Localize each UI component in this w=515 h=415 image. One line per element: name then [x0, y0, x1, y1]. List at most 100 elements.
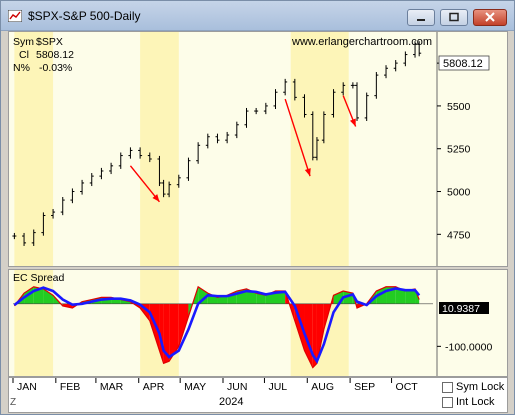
spread-area-segment	[163, 303, 170, 364]
price-bar	[350, 82, 355, 89]
price-bar	[254, 107, 259, 115]
price-bar	[157, 155, 162, 187]
price-bar	[22, 232, 27, 246]
x-tick-label: JAN	[17, 381, 37, 393]
spread-area-segment	[169, 303, 179, 362]
price-bar	[12, 232, 17, 240]
price-bar	[176, 174, 181, 188]
price-chart-pane[interactable]: 47505000525055005750 5808.12 www.erlange…	[8, 31, 508, 267]
x-tick-label: OCT	[396, 381, 419, 393]
price-bar	[186, 157, 191, 181]
price-bar	[403, 51, 408, 67]
spread-area-segment	[275, 291, 286, 304]
shaded-period-1	[140, 32, 179, 266]
x-tick-label: JUL	[268, 381, 287, 393]
price-bar	[41, 212, 46, 236]
x-axis: JAN FEB MAR APR MAY JUN JUL AUG SEP OCT 2024 Z	[10, 378, 419, 408]
window-title: $SPX-S&P 500-Daily	[28, 9, 141, 23]
trend-arrow-2	[342, 95, 357, 127]
price-bar	[147, 152, 152, 163]
spread-area-segment	[405, 288, 416, 304]
price-bar	[109, 162, 114, 175]
x-tick-label: MAR	[100, 381, 124, 393]
x-tick-label: MAY	[184, 381, 206, 393]
price-bar	[283, 78, 288, 96]
price-bar	[331, 89, 336, 118]
price-bar	[167, 181, 172, 198]
spread-signal-line	[13, 286, 421, 365]
ec-spread-pane[interactable]: -100.0000 10.9387 EC Spread	[8, 269, 508, 377]
maximize-icon	[449, 12, 459, 22]
x-tick-label: AUG	[311, 381, 334, 393]
price-bar	[205, 133, 210, 149]
time-axis-bar: JAN FEB MAR APR MAY JUN JUL AUG SEP OCT 2024 Z Sy…	[8, 377, 508, 413]
price-bar	[355, 82, 360, 121]
shaded-period-lower-0	[14, 270, 54, 376]
sym-value: $SPX	[36, 36, 63, 48]
chart-app-icon	[8, 10, 22, 22]
price-bar	[321, 111, 326, 144]
trend-arrow-1	[284, 98, 311, 177]
price-bar	[99, 167, 104, 180]
close-value: 5808.12	[36, 49, 74, 61]
watermark-url: www.erlangerchartroom.com	[291, 36, 432, 48]
price-bar	[364, 92, 369, 121]
x-tick-label: SEP	[354, 381, 375, 393]
price-bar	[244, 107, 249, 128]
ec-last-value-label: 10.9387	[442, 303, 480, 315]
trend-arrow-0	[129, 165, 160, 203]
sym-label: Sym	[13, 36, 34, 48]
axis-fragment: Z	[10, 397, 16, 408]
close-label: Cl	[19, 49, 29, 61]
price-bar	[417, 41, 422, 57]
close-icon	[485, 12, 495, 22]
price-bar	[215, 133, 220, 144]
sym-lock-checkbox[interactable]	[442, 382, 453, 393]
shaded-period-2	[290, 32, 349, 266]
int-lock-checkbox[interactable]	[442, 397, 453, 408]
price-bar	[384, 65, 389, 79]
indicator-title: EC Spread	[13, 272, 65, 284]
maximize-button[interactable]	[440, 9, 468, 26]
price-bar	[310, 111, 315, 161]
price-bar	[161, 179, 166, 198]
change-value: -0.03%	[39, 62, 72, 74]
close-button[interactable]	[473, 9, 507, 26]
price-bar	[60, 196, 65, 216]
spread-area-segment	[14, 293, 25, 306]
change-label: N%	[13, 62, 30, 74]
year-label: 2024	[219, 396, 243, 408]
price-bar	[118, 152, 123, 169]
sym-lock-label: Sym Lock	[456, 381, 505, 393]
y-tick-label: 4750	[447, 229, 471, 241]
spread-area-segment	[43, 288, 54, 304]
price-bar	[374, 72, 379, 99]
price-bar	[196, 142, 201, 164]
price-bar	[302, 94, 307, 118]
shaded-period-0	[14, 32, 54, 266]
price-bar	[314, 137, 319, 161]
spread-area-segment	[198, 286, 208, 304]
price-bar	[292, 78, 297, 101]
price-bar	[413, 41, 418, 58]
price-bar	[341, 82, 346, 96]
y-tick-label: 5000	[447, 187, 471, 199]
price-bar	[273, 89, 278, 110]
ec-y-tick-label: -100.0000	[445, 341, 492, 353]
ec-spread-chart[interactable]: -100.0000 10.9387 EC Spread	[9, 270, 508, 377]
minimize-button[interactable]	[407, 9, 435, 26]
price-bar	[234, 121, 239, 139]
title-bar[interactable]: $SPX-S&P 500-Daily	[1, 1, 514, 31]
spread-area-segment	[178, 303, 189, 347]
spread-area-segment	[312, 303, 317, 368]
x-tick-label: FEB	[60, 381, 80, 393]
spread-area-segment	[256, 293, 266, 304]
price-chart[interactable]: 47505000525055005750 5808.12 www.erlange…	[9, 32, 508, 267]
minimize-icon	[417, 19, 425, 21]
x-tick-label: JUN	[227, 381, 247, 393]
last-price-label: 5808.12	[443, 58, 483, 70]
y-tick-label: 5500	[447, 101, 471, 113]
price-bar	[225, 131, 230, 144]
price-bar	[263, 102, 268, 115]
